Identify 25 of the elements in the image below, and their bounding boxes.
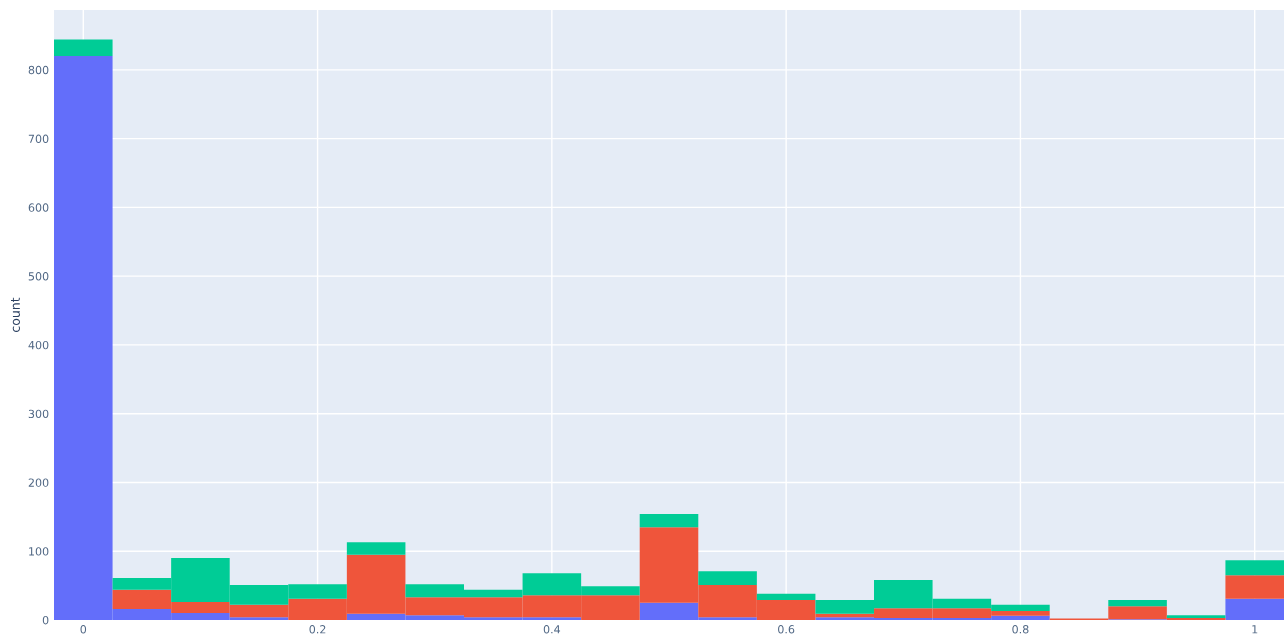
y-tick-label: 0: [42, 615, 49, 625]
bar: [1225, 598, 1284, 620]
bar: [756, 593, 816, 601]
x-tick-label: 0.6: [778, 625, 795, 634]
y-tick-label: 200: [28, 478, 49, 487]
y-tick-label: 500: [28, 272, 49, 281]
x-tick-label: 0.2: [309, 625, 326, 634]
bar: [698, 571, 757, 585]
y-axis-title: count: [11, 297, 20, 332]
y-tick-label: 800: [28, 65, 49, 75]
bar: [54, 39, 113, 57]
bar: [1225, 575, 1284, 599]
y-tick-label: 700: [28, 134, 49, 143]
bar: [1225, 560, 1284, 576]
y-tick-label: 300: [28, 409, 49, 419]
bar: [639, 514, 699, 528]
x-tick-label: 0.8: [1012, 625, 1029, 634]
x-tick-label: 0.4: [543, 625, 561, 634]
x-tick-label: 0: [80, 625, 87, 634]
y-tick-label: 400: [28, 340, 49, 350]
y-tick-label: 600: [28, 203, 49, 212]
y-tick-label: 100: [29, 547, 49, 556]
bar: [1108, 600, 1167, 607]
x-tick-label: 1: [1252, 625, 1258, 634]
bar: [346, 542, 406, 555]
